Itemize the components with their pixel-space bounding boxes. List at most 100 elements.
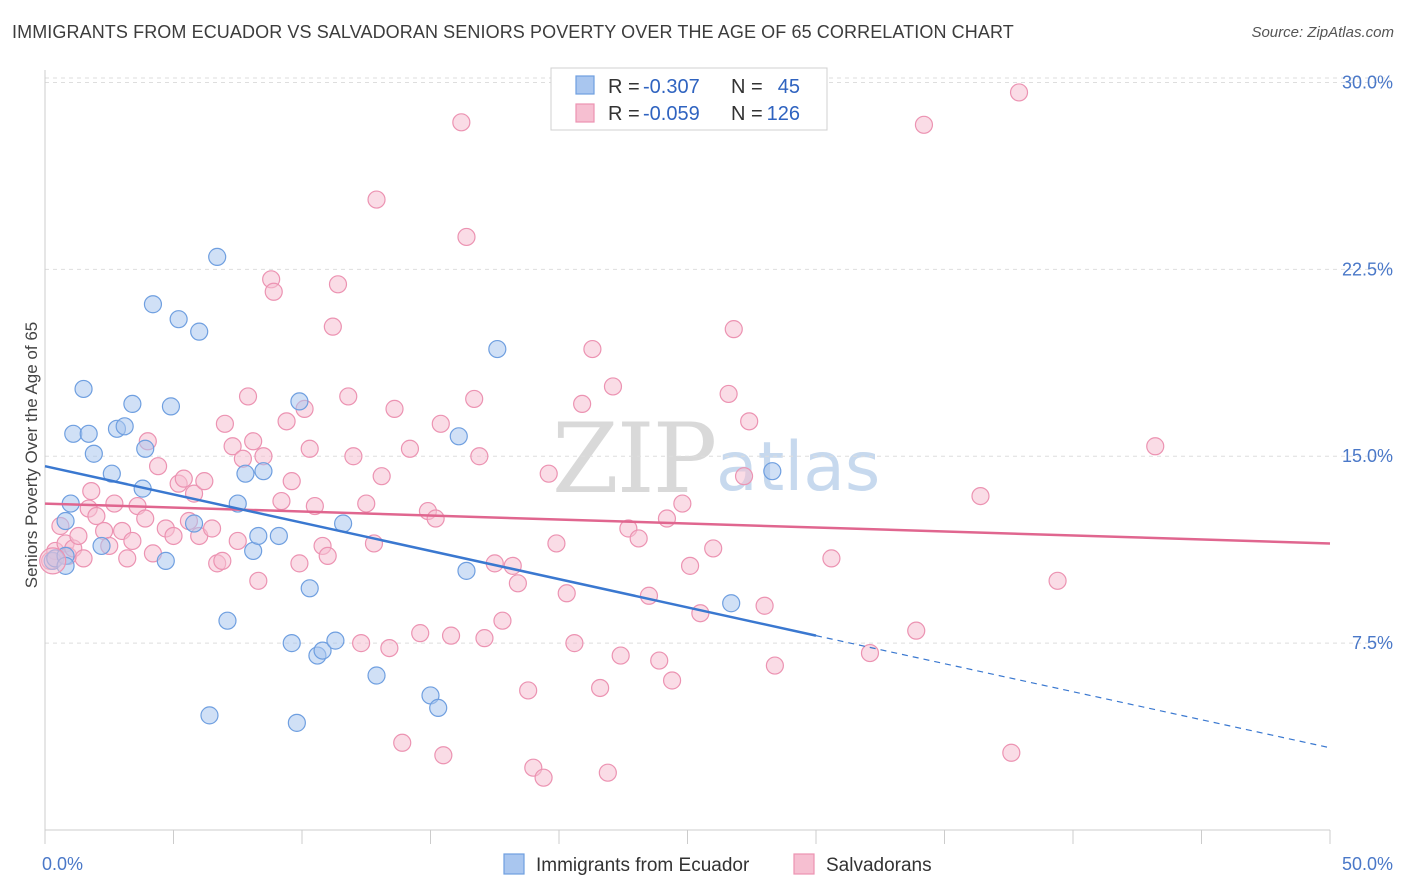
- x-tick-label-1: 50.0%: [1342, 854, 1393, 874]
- stats-n-label-ecuador: N =: [731, 76, 763, 98]
- point-salvadoran-61: [380, 638, 399, 658]
- point-salvadoran-64: [400, 439, 420, 458]
- point-ecuador-10: [92, 536, 111, 556]
- stats-r-label-ecuador: R =: [608, 76, 640, 98]
- point-ecuador-45: [488, 339, 507, 359]
- point-salvadoran-62: [385, 399, 404, 418]
- point-ecuador-11: [102, 464, 121, 483]
- point-salvadoran-73: [465, 389, 484, 409]
- point-salvadoran-52: [323, 317, 342, 336]
- point-salvadoran-83: [539, 464, 558, 483]
- point-salvadoran-85: [557, 584, 576, 603]
- point-salvadoran-9: [82, 482, 101, 501]
- point-ecuador-31: [269, 526, 288, 546]
- point-salvadoran-116: [1048, 571, 1067, 590]
- y-tick-label-3: 30.0%: [1342, 72, 1393, 92]
- point-ecuador-37: [313, 641, 332, 660]
- point-salvadoran-56: [352, 634, 371, 653]
- point-salvadoran-54: [339, 387, 358, 406]
- point-ecuador-40: [367, 666, 386, 685]
- point-salvadoran-21: [148, 457, 168, 476]
- point-salvadoran-109: [822, 549, 841, 568]
- x-tick-label-0: 0.0%: [42, 854, 83, 874]
- point-salvadoran-42: [264, 282, 283, 301]
- watermark-atlas: atlas: [716, 428, 880, 507]
- point-salvadoran-92: [611, 646, 630, 665]
- point-salvadoran-94: [629, 529, 648, 548]
- point-salvadoran-37: [238, 387, 258, 406]
- point-salvadoran-70: [441, 626, 461, 645]
- y-tick-label-2: 22.5%: [1342, 259, 1393, 279]
- point-salvadoran-63: [393, 733, 412, 752]
- point-ecuador-14: [123, 394, 142, 414]
- point-salvadoran-43: [272, 491, 291, 511]
- point-salvadoran-112: [914, 115, 934, 134]
- point-salvadoran-49: [305, 496, 324, 516]
- series-legend-swatch-salvadoran: [793, 853, 815, 875]
- stats-n-value-ecuador: 45: [778, 76, 800, 98]
- chart-title: IMMIGRANTS FROM ECUADOR VS SALVADORAN SE…: [12, 22, 1014, 42]
- point-salvadoran-102: [704, 539, 723, 558]
- point-salvadoran-68: [431, 414, 450, 433]
- point-ecuador-13: [115, 417, 134, 436]
- point-salvadoran-117: [1146, 437, 1165, 456]
- point-ecuador-35: [300, 579, 319, 598]
- point-salvadoran-53: [328, 275, 348, 294]
- point-salvadoran-10: [87, 506, 106, 526]
- point-ecuador-46: [722, 594, 741, 613]
- point-salvadoran-69: [434, 746, 453, 765]
- trend-line-ecuador-extension: [815, 635, 1331, 749]
- point-salvadoran-74: [470, 447, 489, 466]
- point-salvadoran-108: [765, 656, 784, 675]
- point-salvadoran-60: [372, 467, 391, 486]
- point-ecuador-23: [200, 706, 219, 725]
- point-salvadoran-88: [583, 339, 602, 359]
- point-salvadoran-82: [534, 768, 553, 787]
- grid: [45, 77, 1390, 644]
- point-salvadoran-25: [174, 469, 193, 488]
- point-salvadoran-48: [300, 439, 319, 458]
- point-ecuador-16: [136, 439, 155, 458]
- point-salvadoran-107: [755, 596, 774, 615]
- point-salvadoran-105: [734, 467, 754, 486]
- stats-legend-box: [550, 67, 828, 131]
- point-cluster-origin: [39, 547, 67, 575]
- point-ecuador-20: [169, 310, 188, 329]
- trend-line-salvadoran: [44, 502, 1331, 545]
- point-salvadoran-87: [573, 394, 592, 414]
- axes: 7.5% 15.0% 22.5% 30.0% 0.0% 50.0%: [42, 70, 1393, 874]
- point-salvadoran-29: [195, 472, 214, 491]
- point-salvadoran-95: [639, 586, 659, 605]
- y-axis-title: Seniors Poverty Over the Age of 65: [22, 322, 41, 588]
- point-salvadoran-23: [164, 526, 183, 546]
- point-salvadoran-46: [290, 554, 309, 573]
- point-salvadoran-16: [123, 531, 142, 551]
- point-salvadoran-55: [344, 447, 363, 466]
- point-salvadoran-89: [591, 678, 610, 698]
- point-ecuador-18: [156, 551, 175, 570]
- point-salvadoran-71: [452, 113, 471, 132]
- point-salvadoran-59: [367, 190, 386, 209]
- stats-n-label-salvadoran: N =: [731, 103, 763, 125]
- point-salvadoran-36: [233, 449, 252, 468]
- point-salvadoran-84: [547, 534, 566, 553]
- point-salvadoran-113: [971, 486, 990, 506]
- source-credit: Source: ZipAtlas.com: [1251, 24, 1394, 41]
- stats-r-value-ecuador: -0.307: [643, 76, 700, 98]
- point-salvadoran-90: [598, 763, 617, 782]
- point-salvadoran-33: [215, 414, 234, 433]
- point-salvadoran-77: [493, 611, 512, 630]
- point-salvadoran-103: [719, 384, 738, 404]
- point-salvadoran-79: [508, 574, 527, 593]
- point-salvadoran-6: [69, 526, 88, 546]
- point-salvadoran-96: [650, 651, 669, 670]
- point-ecuador-21: [184, 514, 204, 533]
- point-salvadoran-35: [228, 531, 247, 551]
- point-ecuador-44: [457, 561, 476, 580]
- y-tick-label-1: 15.0%: [1342, 446, 1393, 466]
- point-ecuador-29: [249, 526, 268, 546]
- stats-legend: R = -0.307 N = 45 R = -0.059 N = 126: [550, 67, 828, 131]
- point-ecuador-30: [254, 462, 273, 481]
- point-ecuador-47: [763, 462, 782, 481]
- point-ecuador-24: [208, 247, 227, 266]
